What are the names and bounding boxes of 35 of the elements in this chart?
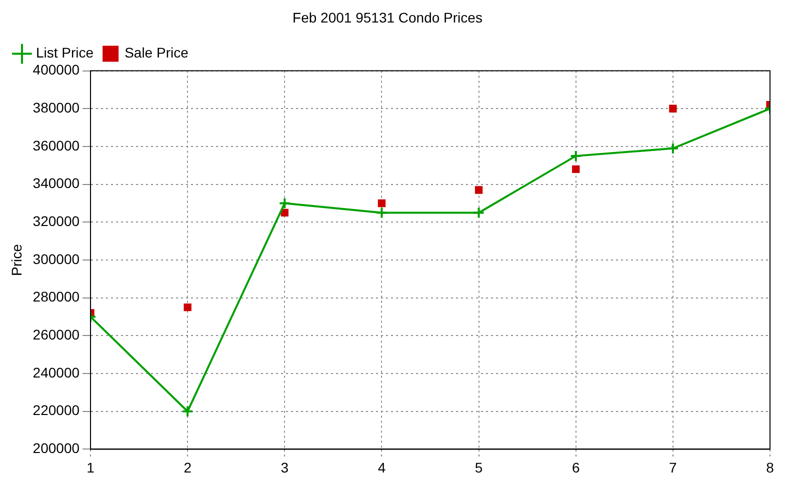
x-tick-label: 8 <box>766 459 774 476</box>
y-tick-label: 200000 <box>32 440 80 456</box>
y-axis-title: Price <box>8 244 24 276</box>
x-tick-label: 4 <box>378 459 386 476</box>
point <box>669 104 677 112</box>
y-tick-label: 360000 <box>32 137 80 154</box>
point <box>570 150 582 162</box>
x-tick-label: 2 <box>184 459 192 476</box>
legend-label: Sale Price <box>124 44 189 61</box>
point <box>184 303 192 312</box>
x-tick-label: 6 <box>572 459 580 476</box>
y-tick-label: 320000 <box>32 213 80 230</box>
point <box>666 142 679 154</box>
point <box>378 199 386 208</box>
point <box>474 186 483 194</box>
chart-title: Feb 2001 95131 Condo Prices <box>292 9 482 26</box>
y-tick-label: 300000 <box>32 250 80 267</box>
y-tick-label: 220000 <box>32 402 80 418</box>
point <box>280 208 288 217</box>
y-tick-label: 260000 <box>32 326 80 343</box>
y-tick-label: 380000 <box>32 100 80 116</box>
x-tick-label: 1 <box>86 459 95 476</box>
legend-label: List Price <box>36 44 94 61</box>
point <box>472 206 485 219</box>
y-tick-label: 400000 <box>32 62 80 78</box>
y-tick-label: 240000 <box>32 364 80 380</box>
x-tick-label: 5 <box>474 459 483 476</box>
point <box>572 165 580 174</box>
point <box>376 206 388 219</box>
x-tick-label: 3 <box>280 459 289 476</box>
point <box>182 405 194 418</box>
x-tick-label: 7 <box>669 459 678 476</box>
point <box>278 197 291 210</box>
y-tick-label: 280000 <box>32 288 80 305</box>
y-tick-label: 340000 <box>32 175 80 192</box>
